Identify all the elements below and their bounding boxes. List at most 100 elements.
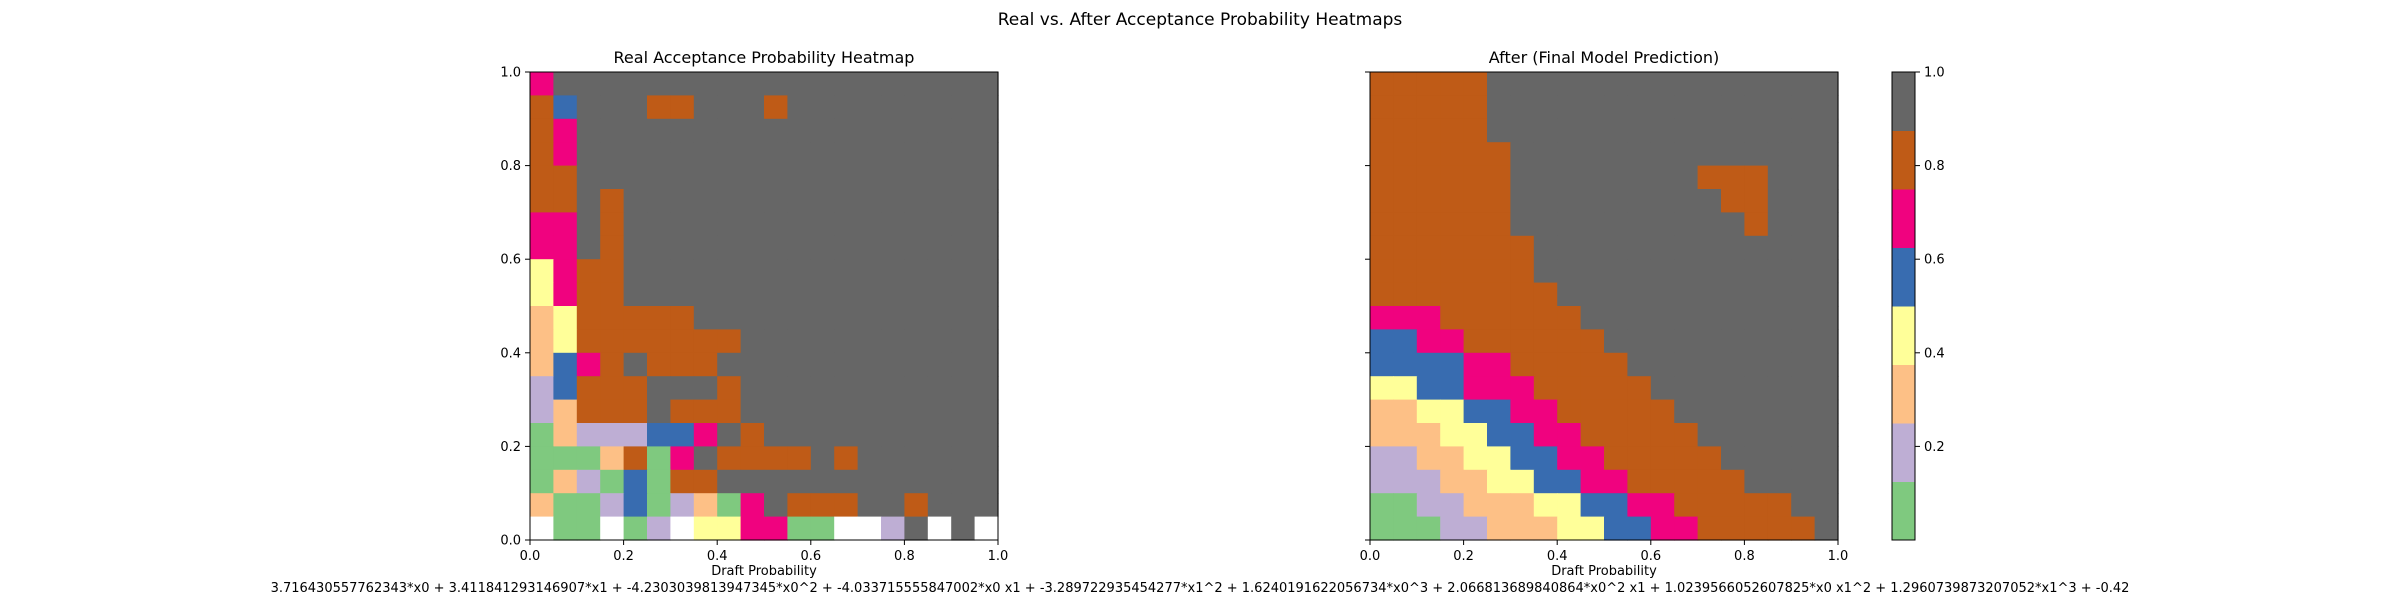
- heatmap-cell: [647, 189, 671, 213]
- heatmap-cell: [787, 142, 812, 167]
- heatmap-cell: [740, 399, 765, 424]
- heatmap-cell: [1580, 469, 1605, 494]
- heatmap-cell: [717, 329, 742, 354]
- heatmap-cell: [1767, 352, 1792, 377]
- heatmap-cell: [717, 235, 742, 260]
- heatmap-cell: [1627, 95, 1652, 120]
- heatmap-cell: [670, 118, 695, 143]
- heatmap-cell: [1650, 446, 1675, 471]
- heatmap-cell: [974, 352, 999, 377]
- heatmap-cell: [1791, 329, 1816, 354]
- heatmap-cell: [1487, 95, 1511, 120]
- heatmap-cell: [951, 423, 976, 447]
- heatmap-cell: [1440, 329, 1465, 354]
- heatmap-cell: [974, 306, 999, 330]
- real-heatmap-panel: Real Acceptance Probability Heatmap 0.0 0…: [500, 48, 1008, 579]
- heatmap-cell: [553, 235, 578, 260]
- heatmap-cell: [881, 212, 905, 237]
- heatmap-cell: [530, 469, 554, 494]
- heatmap-cell: [834, 118, 859, 143]
- heatmap-cell: [576, 493, 601, 518]
- heatmap-cell: [834, 376, 859, 401]
- heatmap-cell: [951, 72, 976, 96]
- colorbar-tick-label: 0.8: [1924, 159, 1945, 174]
- heatmap-cell: [1674, 329, 1699, 354]
- heatmap-cell: [1557, 516, 1582, 541]
- heatmap-cell: [1487, 376, 1511, 401]
- heatmap-cell: [1533, 329, 1558, 354]
- heatmap-cell: [764, 118, 788, 143]
- heatmap-cell: [1791, 352, 1816, 377]
- heatmap-cell: [1767, 212, 1792, 237]
- heatmap-cell: [1487, 493, 1511, 518]
- heatmap-cell: [1604, 259, 1628, 284]
- heatmap-cell: [623, 399, 648, 424]
- heatmap-cell: [951, 95, 976, 120]
- heatmap-cell: [881, 306, 905, 330]
- heatmap-cell: [1440, 95, 1465, 120]
- heatmap-cell: [1510, 423, 1535, 447]
- heatmap-cell: [647, 493, 671, 518]
- heatmap-cell: [530, 516, 554, 541]
- heatmap-cell: [647, 259, 671, 284]
- heatmap-cell: [1393, 189, 1418, 213]
- heatmap-cell: [1814, 516, 1839, 541]
- heatmap-cell: [904, 446, 929, 471]
- x-tick-label: 0.2: [613, 549, 634, 564]
- heatmap-cell: [530, 142, 554, 167]
- heatmap-cell: [904, 118, 929, 143]
- heatmap-cell: [623, 446, 648, 471]
- heatmap-cell: [1791, 469, 1816, 494]
- heatmap-cell: [764, 306, 788, 330]
- heatmap-cell: [1393, 165, 1418, 190]
- heatmap-cell: [904, 493, 929, 518]
- heatmap-cell: [834, 259, 859, 284]
- heatmap-cell: [530, 212, 554, 237]
- heatmap-cell: [881, 516, 905, 541]
- heatmap-cell: [1370, 95, 1394, 120]
- heatmap-cell: [904, 189, 929, 213]
- heatmap-cell: [1721, 423, 1745, 447]
- heatmap-cell: [810, 516, 835, 541]
- heatmap-cell: [1370, 72, 1394, 96]
- x-tick-label: 0.4: [1547, 549, 1568, 564]
- heatmap-cell: [1697, 446, 1722, 471]
- heatmap-cell: [834, 352, 859, 377]
- heatmap-cell: [576, 399, 601, 424]
- heatmap-cell: [530, 165, 554, 190]
- colorbar: 0.2 0.4 0.6 0.8 1.0: [1891, 66, 1945, 541]
- heatmap-cell: [1416, 423, 1441, 447]
- heatmap-cell: [693, 142, 718, 167]
- heatmap-cell: [1791, 259, 1816, 284]
- after-x-axis: 0.0 0.2 0.4 0.6 0.8 1.0: [1360, 540, 1848, 564]
- heatmap-cell: [764, 72, 788, 96]
- heatmap-cell: [951, 493, 976, 518]
- heatmap-cell: [857, 516, 882, 541]
- heatmap-cell: [951, 516, 976, 541]
- heatmap-cell: [553, 399, 578, 424]
- heatmap-cell: [553, 469, 578, 494]
- heatmap-cell: [904, 235, 929, 260]
- colorbar-bin: [1892, 72, 1915, 131]
- heatmap-cell: [740, 212, 765, 237]
- heatmap-cell: [530, 72, 554, 96]
- heatmap-cell: [1697, 142, 1722, 167]
- heatmap-cell: [1627, 329, 1652, 354]
- heatmap-cell: [1674, 189, 1699, 213]
- heatmap-cell: [600, 516, 625, 541]
- heatmap-cell: [1557, 212, 1582, 237]
- heatmap-cell: [1767, 446, 1792, 471]
- heatmap-cell: [553, 189, 578, 213]
- heatmap-cell: [1814, 282, 1839, 307]
- heatmap-cell: [1557, 142, 1582, 167]
- heatmap-cell: [1580, 72, 1605, 96]
- heatmap-cell: [717, 118, 742, 143]
- heatmap-cell: [623, 376, 648, 401]
- heatmap-cell: [1510, 95, 1535, 120]
- heatmap-cell: [1557, 259, 1582, 284]
- heatmap-cell: [951, 235, 976, 260]
- heatmap-cell: [810, 95, 835, 120]
- heatmap-cell: [1463, 329, 1488, 354]
- heatmap-cell: [1416, 329, 1441, 354]
- heatmap-cell: [951, 142, 976, 167]
